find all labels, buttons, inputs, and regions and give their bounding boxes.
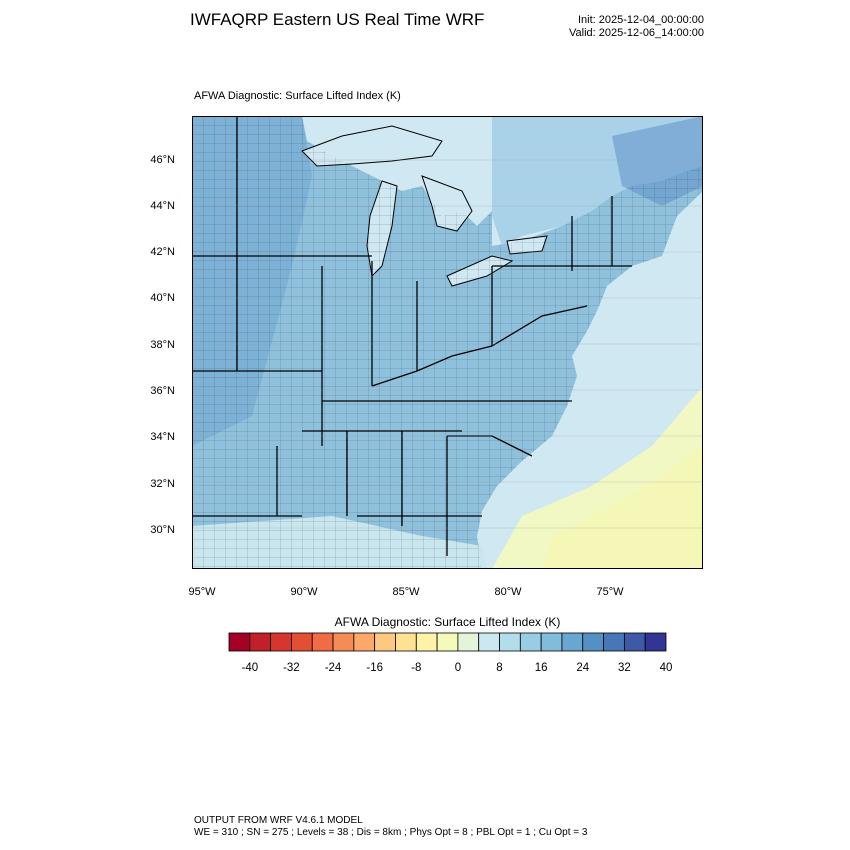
colorbar-box — [249, 632, 272, 652]
colorbar-box — [415, 632, 438, 652]
colorbar-box — [582, 632, 604, 652]
map-panel — [192, 116, 703, 569]
valid-time: Valid: 2025-12-06_14:00:00 — [569, 27, 704, 39]
colorbar-box — [499, 632, 521, 652]
colorbar-tick-label: -16 — [366, 662, 383, 674]
colorbar-box — [436, 632, 459, 652]
colorbar-box — [519, 632, 542, 652]
lon-label-95: 95°W — [188, 586, 216, 598]
colorbar-tick-label: 40 — [659, 662, 673, 674]
colorbar-box — [332, 632, 355, 652]
colorbar-box — [270, 632, 292, 652]
colorbar-box — [603, 632, 625, 652]
colorbar-tick-label: -24 — [324, 662, 342, 674]
colorbar-tick-label: -40 — [241, 662, 259, 674]
colorbar-box — [478, 632, 500, 652]
colorbar-box — [540, 632, 563, 652]
lat-label-38: 38°N — [150, 339, 175, 351]
graticule — [192, 159, 703, 529]
lat-label-44: 44°N — [150, 200, 175, 212]
lon-label-85: 85°W — [392, 586, 420, 598]
colorbar-box — [353, 632, 376, 652]
colorbar-box — [311, 632, 334, 652]
colorbar-box — [374, 632, 396, 652]
colorbar-box — [644, 632, 667, 652]
colorbar-tick-label: 16 — [534, 662, 548, 674]
model-config: WE = 310 ; SN = 275 ; Levels = 38 ; Dis … — [194, 827, 588, 838]
colorbar-box — [457, 632, 480, 652]
lat-label-36: 36°N — [150, 385, 175, 397]
lat-label-30: 30°N — [150, 524, 175, 536]
lat-label-40: 40°N — [150, 292, 175, 304]
plot-title: IWFAQRP Eastern US Real Time WRF — [190, 10, 485, 29]
colorbar-box — [623, 632, 646, 652]
colorbar-tick-label: 24 — [576, 662, 590, 674]
colorbar-tick-label: -8 — [411, 662, 422, 674]
colorbar-tick-label: -32 — [283, 662, 300, 674]
lat-label-32: 32°N — [150, 478, 175, 490]
lon-label-80: 80°W — [494, 586, 522, 598]
model-info: OUTPUT FROM WRF V4.6.1 MODEL — [194, 815, 363, 826]
colorbar-box — [561, 632, 584, 652]
colorbar-tick-label: 32 — [617, 662, 631, 674]
colorbar-box — [291, 632, 313, 652]
map-subtitle: AFWA Diagnostic: Surface Lifted Index (K… — [194, 90, 401, 102]
lon-label-90: 90°W — [290, 586, 318, 598]
lat-label-42: 42°N — [150, 246, 175, 258]
lat-label-46: 46°N — [150, 154, 175, 166]
init-time: Init: 2025-12-04_00:00:00 — [578, 14, 704, 26]
colorbar-tick-label: 0 — [454, 662, 462, 674]
colorbar — [228, 632, 667, 652]
colorbar-title: AFWA Diagnostic: Surface Lifted Index (K… — [334, 615, 561, 629]
colorbar-box — [228, 632, 251, 652]
lon-label-75: 75°W — [596, 586, 624, 598]
county-lines — [192, 116, 703, 569]
colorbar-box — [395, 632, 417, 652]
lat-label-34: 34°N — [150, 431, 175, 443]
ocean-yellow-patch — [542, 446, 703, 569]
colorbar-tick-label: 8 — [496, 662, 503, 674]
